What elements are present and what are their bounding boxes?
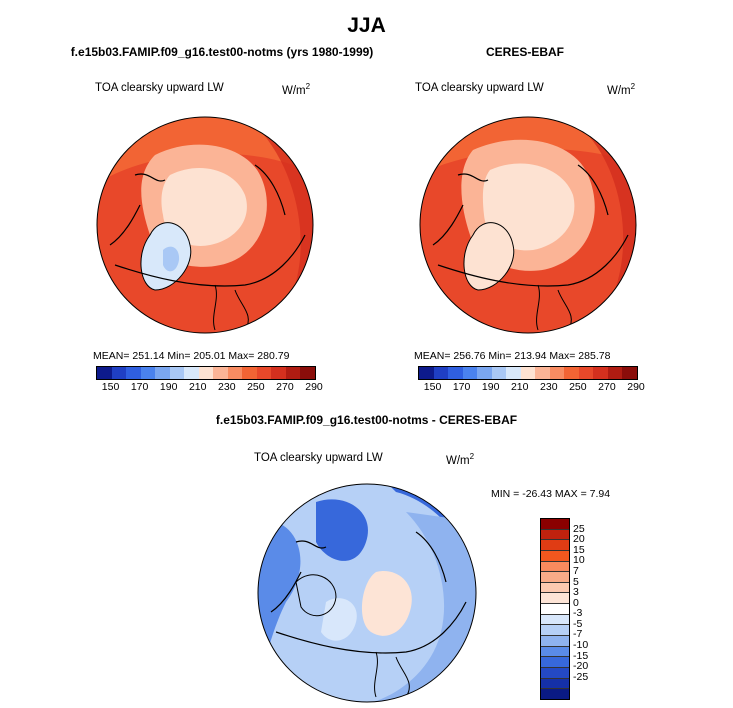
panel2-colorbar-swatch	[419, 367, 434, 379]
panel1-colorbar-swatch	[256, 367, 272, 379]
panel2-colorbar-tick-label: 250	[569, 381, 587, 393]
panel3-colorbar-tick-label: 10	[573, 554, 585, 567]
panel3-colorbar-swatch	[541, 550, 569, 562]
panel3-colorbar-swatch	[541, 519, 569, 530]
panel1-colorbar	[96, 366, 316, 380]
panel3-colorbar-swatch	[541, 572, 569, 583]
panel2-colorbar-swatch	[462, 367, 478, 379]
panel3-colorbar-swatch	[541, 689, 569, 699]
panel3-colorbar-tick-label: -7	[573, 628, 583, 641]
panel3-colorbar-swatch	[541, 625, 569, 637]
panel3-colorbar-tick-label: 20	[573, 533, 585, 546]
panel3-colorbar-swatch	[541, 529, 569, 541]
panel1-colorbar-swatch	[155, 367, 170, 379]
panel1-colorbar-swatch	[271, 367, 286, 379]
panel2-colorbar-swatch	[593, 367, 608, 379]
panel3-colorbar-swatch	[541, 678, 569, 690]
panel1-stats: MEAN= 251.14 Min= 205.01 Max= 280.79	[93, 350, 290, 362]
panel2-colorbar-tick-label: 290	[627, 381, 645, 393]
panel3-colorbar-swatch	[541, 582, 569, 594]
panel3-colorbar-tick-label: 5	[573, 575, 579, 588]
panel3-colorbar-tick-label: -10	[573, 639, 589, 652]
panel3-colorbar	[540, 518, 570, 700]
panel3-colorbar-swatch	[541, 561, 569, 573]
panel2-colorbar-swatch	[433, 367, 449, 379]
panel2-colorbar-swatch	[491, 367, 507, 379]
panel3-colorbar-tick-label: -20	[573, 660, 589, 673]
panel1-colorbar-swatch	[111, 367, 127, 379]
panel2-variable-label: TOA clearsky upward LW	[415, 82, 544, 94]
panel1-colorbar-tick-label: 270	[276, 381, 294, 393]
panel1-colorbar-swatch	[285, 367, 301, 379]
panel1-colorbar-tick-label: 150	[101, 381, 120, 393]
panel2-colorbar-swatch	[448, 367, 463, 379]
panel3-colorbar-tick-label: -3	[573, 607, 583, 620]
panel1-colorbar-swatch	[184, 367, 199, 379]
panel1-colorbar-tick-label: 210	[188, 381, 207, 393]
panel3-colorbar-swatch	[541, 636, 569, 647]
panel3-colorbar-swatch	[541, 593, 569, 605]
panel2-colorbar-swatch	[535, 367, 550, 379]
panel1-colorbar-tick-label: 190	[159, 381, 178, 393]
panel3-subtitle: f.e15b03.FAMIP.f09_g16.test00-notms - CE…	[215, 413, 518, 427]
panel3-units-label: W/m2	[446, 452, 475, 467]
panel1-colorbar-swatch	[97, 367, 112, 379]
panel2-colorbar-tick-label: 230	[540, 381, 558, 393]
panel3-variable-label: TOA clearsky upward LW	[254, 452, 383, 464]
panel3-colorbar-tick-label: 25	[573, 522, 585, 535]
figure-title: JJA	[347, 14, 386, 37]
panel2-colorbar-tick-label: 170	[452, 381, 471, 393]
panel3-colorbar-swatch	[541, 667, 569, 679]
panel3-colorbar-tick-label: -5	[573, 617, 583, 630]
panel1-units-label: W/m2	[282, 82, 311, 97]
panel2-stats: MEAN= 256.76 Min= 213.94 Max= 285.78	[414, 350, 611, 362]
panel2-colorbar-swatch	[506, 367, 521, 379]
panel2-colorbar-swatch	[578, 367, 594, 379]
panel1-colorbar-tick-label: 170	[130, 381, 149, 393]
panel1-polar-map	[96, 116, 314, 334]
panel1-colorbar-tick-label: 250	[247, 381, 265, 393]
panel2-colorbar-tick-label: 210	[510, 381, 529, 393]
panel1-colorbar-swatch	[213, 367, 228, 379]
panel3-colorbar-swatch	[541, 646, 569, 658]
panel3-colorbar-tick-label: 15	[573, 543, 585, 556]
panel1-colorbar-swatch	[227, 367, 243, 379]
panel1-colorbar-swatch	[242, 367, 257, 379]
panel2-colorbar-tick-label: 270	[598, 381, 616, 393]
panel1-colorbar-swatch	[198, 367, 214, 379]
panel2-polar-map	[419, 116, 637, 334]
panel3-colorbar-swatch	[541, 604, 569, 615]
panel2-colorbar	[418, 366, 638, 380]
panel3-colorbar-swatch	[541, 657, 569, 668]
panel3-colorbar-tick-label: -15	[573, 649, 589, 662]
panel1-colorbar-swatch	[300, 367, 315, 379]
panel1-colorbar-swatch	[126, 367, 141, 379]
panel1-colorbar-tick-label: 290	[305, 381, 323, 393]
panel2-colorbar-tick-label: 150	[423, 381, 442, 393]
panel3-polar-map	[257, 483, 477, 703]
panel3-colorbar-swatch	[541, 614, 569, 626]
panel2-colorbar-swatch	[520, 367, 536, 379]
panel2-colorbar-swatch	[477, 367, 492, 379]
panel2-subtitle: CERES-EBAF	[485, 45, 564, 59]
panel2-units-label: W/m2	[607, 82, 636, 97]
panel1-subtitle: f.e15b03.FAMIP.f09_g16.test00-notms (yrs…	[70, 45, 374, 59]
panel2-colorbar-swatch	[622, 367, 637, 379]
panel3-colorbar-tick-label: 3	[573, 586, 579, 599]
panel3-colorbar-swatch	[541, 540, 569, 551]
panel1-colorbar-swatch	[140, 367, 156, 379]
panel2-colorbar-swatch	[564, 367, 579, 379]
panel1-colorbar-swatch	[169, 367, 185, 379]
panel1-variable-label: TOA clearsky upward LW	[95, 82, 224, 94]
panel2-colorbar-tick-label: 190	[481, 381, 500, 393]
panel3-colorbar-tick-label: 0	[573, 596, 579, 609]
panel1-colorbar-tick-label: 230	[218, 381, 236, 393]
panel2-colorbar-swatch	[607, 367, 623, 379]
panel3-stats: MIN = -26.43 MAX = 7.94	[491, 488, 611, 500]
panel3-colorbar-tick-label: -25	[573, 670, 589, 683]
panel3-colorbar-tick-label: 7	[573, 564, 579, 577]
panel2-colorbar-swatch	[549, 367, 565, 379]
